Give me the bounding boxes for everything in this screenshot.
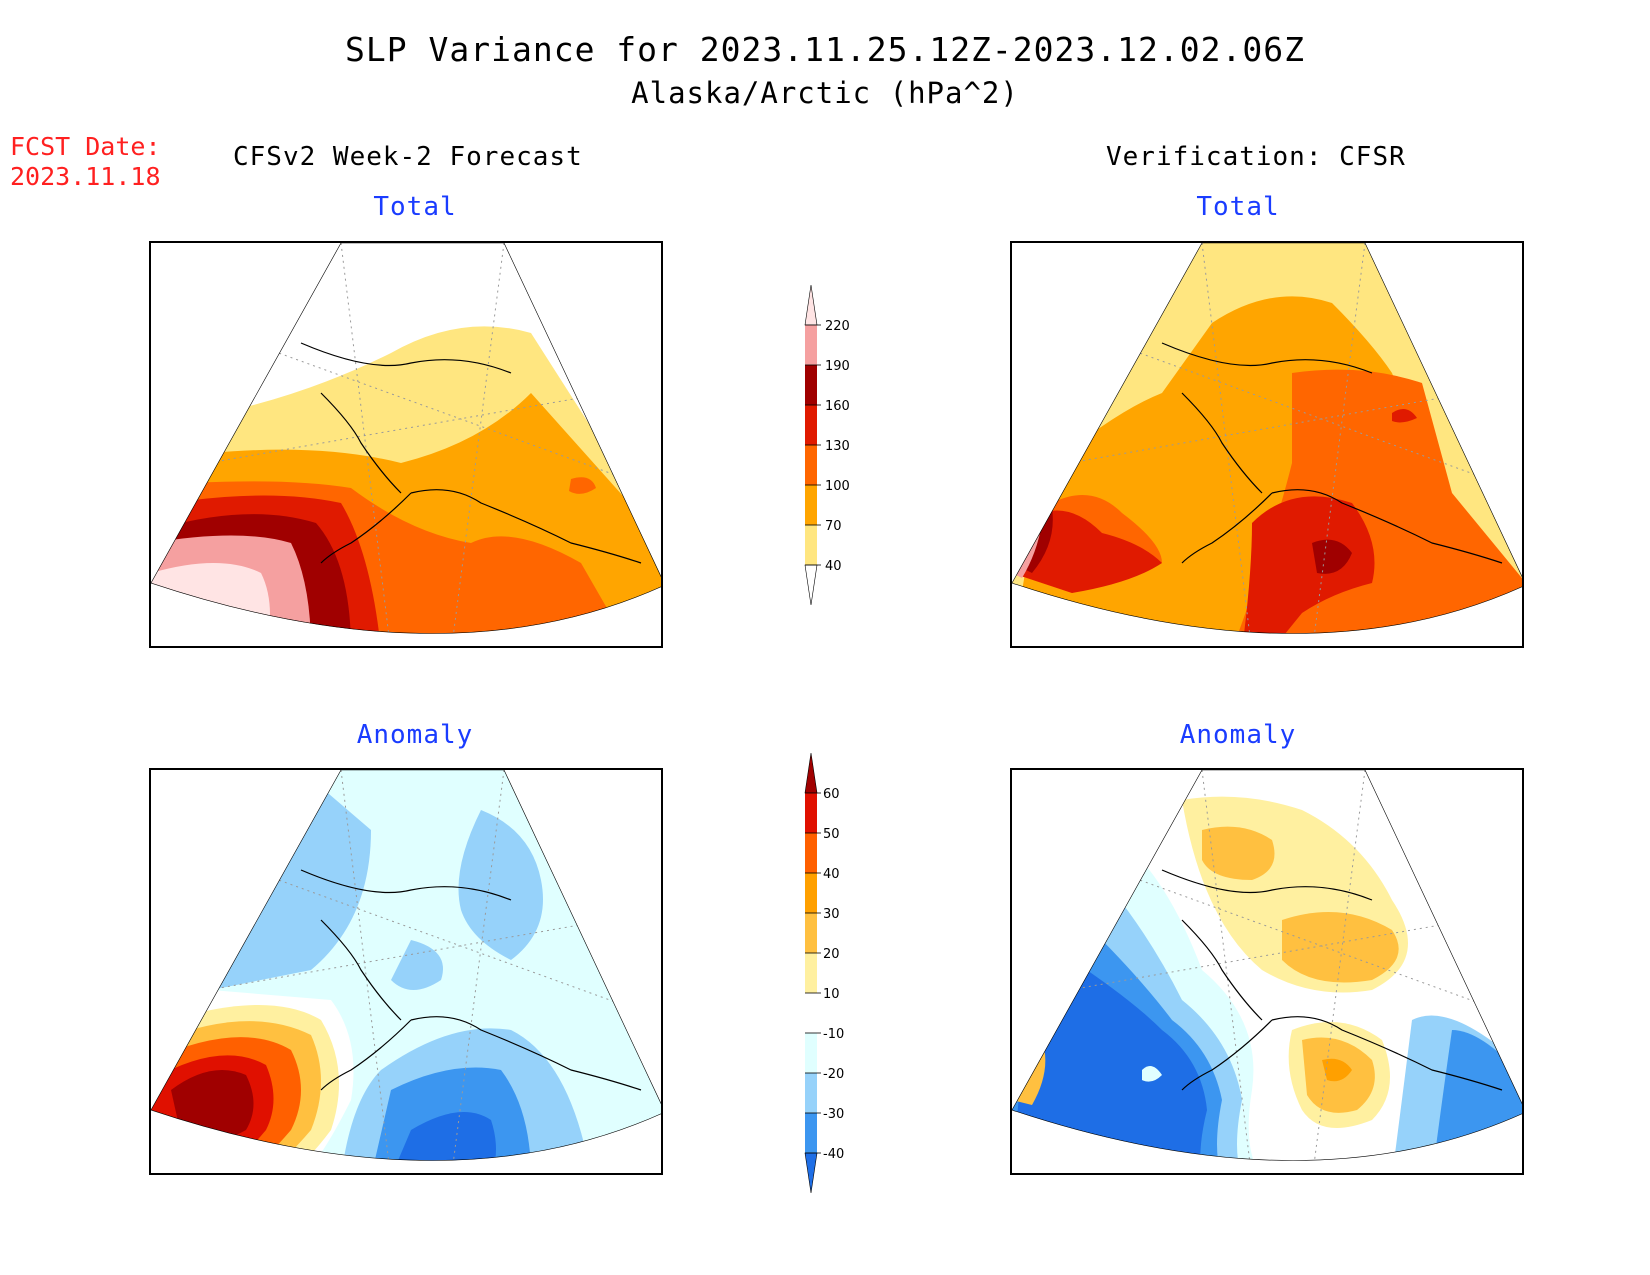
forecast-anomaly-map [149, 768, 663, 1175]
colorbar-anomaly-segment [805, 1073, 817, 1113]
forecast-total-label: Total [373, 192, 457, 222]
colorbar-anomaly-top-triangle [804, 752, 818, 794]
verification-total-label: Total [1196, 192, 1280, 222]
colorbar-total-tick-label: 220 [825, 319, 850, 334]
map-title: SLP Variance for 2023.11.25.12Z-2023.12.… [345, 30, 1305, 69]
colorbar-total-tick-label: 40 [825, 559, 842, 574]
anomaly-colorbar: -40 -30 -20 -10 10 20 30 40 50 60 [800, 752, 860, 1207]
colorbar-anomaly-tick-label: -20 [823, 1067, 844, 1082]
verification-anomaly-label: Anomaly [1179, 720, 1297, 750]
colorbar-anomaly-segment [805, 1033, 817, 1073]
fcst-date-value: 2023.11.18 [10, 162, 161, 191]
colorbar-total-tick-label: 160 [825, 399, 850, 414]
colorbar-anomaly-tick-label: 40 [823, 867, 840, 882]
colorbar-anomaly-tick-label: 20 [823, 947, 840, 962]
colorbar-total-segment [805, 365, 817, 405]
colorbar-anomaly-segment [805, 793, 817, 833]
colorbar-anomaly-segment [805, 1113, 817, 1153]
colorbar-total-tick-label: 190 [825, 359, 850, 374]
colorbar-anomaly-tick-label: -40 [823, 1147, 844, 1162]
colorbar-total-bottom-triangle [804, 564, 818, 606]
forecast-total-map [149, 241, 663, 648]
total-colorbar: 40 70 100 130 160 190 220 [800, 284, 860, 614]
colorbar-total-tick-label: 130 [825, 439, 850, 454]
verification-header: Verification: CFSR [1106, 142, 1406, 172]
colorbar-total-segment [805, 525, 817, 565]
colorbar-total-top-triangle [804, 284, 818, 326]
colorbar-total-segment [805, 405, 817, 445]
colorbar-total-tick-label: 70 [825, 519, 842, 534]
colorbar-total-segment [805, 325, 817, 365]
colorbar-anomaly-segment [805, 833, 817, 873]
colorbar-anomaly-bottom-triangle [804, 1152, 818, 1194]
colorbar-total-tick-label: 100 [825, 479, 850, 494]
colorbar-anomaly-tick-label: -30 [823, 1107, 844, 1122]
verification-anomaly-map [1010, 768, 1524, 1175]
colorbar-total-segment [805, 485, 817, 525]
colorbar-anomaly-segment [805, 953, 817, 993]
colorbar-anomaly-tick-label: 30 [823, 907, 840, 922]
colorbar-total-segment [805, 445, 817, 485]
colorbar-anomaly-segment [805, 913, 817, 953]
colorbar-anomaly-segment [805, 873, 817, 913]
verification-total-map [1010, 241, 1524, 648]
colorbar-anomaly-tick-label: 10 [823, 987, 840, 1002]
colorbar-anomaly-tick-label: -10 [823, 1027, 844, 1042]
forecast-header: CFSv2 Week-2 Forecast [233, 142, 583, 172]
forecast-anomaly-label: Anomaly [356, 720, 474, 750]
map-subtitle: Alaska/Arctic (hPa^2) [631, 76, 1019, 110]
colorbar-anomaly-segment [805, 993, 817, 1033]
colorbar-anomaly-tick-label: 60 [823, 787, 840, 802]
fcst-date-label: FCST Date: [10, 132, 161, 161]
colorbar-anomaly-tick-label: 50 [823, 827, 840, 842]
